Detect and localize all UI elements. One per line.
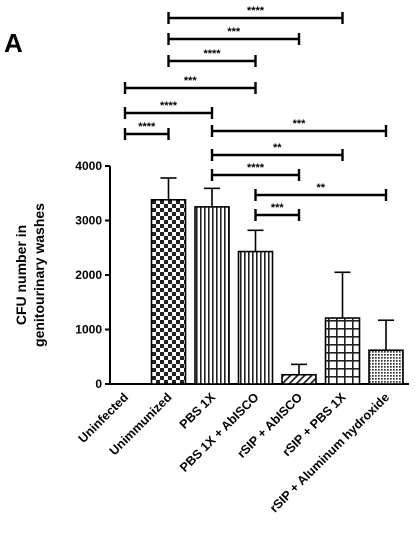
y-tick-label: 0 <box>95 377 102 391</box>
category-label: PBS 1X <box>177 390 219 432</box>
bar <box>368 349 404 385</box>
y-axis-label-line-1: CFU number in <box>13 225 29 325</box>
bar <box>150 198 187 385</box>
bars <box>150 198 404 385</box>
error-bars <box>160 177 394 375</box>
y-tick-label: 3000 <box>75 214 102 228</box>
bar <box>281 373 317 385</box>
significance-label: ** <box>316 182 325 194</box>
significance-label: **** <box>138 121 156 133</box>
y-tick-label: 4000 <box>75 159 102 173</box>
bar <box>237 250 274 385</box>
y-axis-label-line-2: genitourinary washes <box>31 203 47 347</box>
bar <box>324 317 361 385</box>
significance-label: *** <box>293 118 307 130</box>
significance-label: *** <box>227 26 241 38</box>
significance-label: **** <box>203 48 221 60</box>
significance-brackets: ********************** ************** <box>123 5 388 221</box>
significance-label: ** <box>273 142 282 154</box>
y-ticks: 0 1000 2000 3000 4000 <box>75 159 110 391</box>
y-tick-label: 2000 <box>75 268 102 282</box>
significance-label: **** <box>247 5 265 17</box>
panel-label: A <box>4 28 23 58</box>
y-tick-label: 1000 <box>75 323 102 337</box>
category-label: PBS 1X + AbISCO <box>177 390 262 475</box>
significance-label: *** <box>271 202 285 214</box>
bar <box>194 206 230 385</box>
significance-label: **** <box>247 162 265 174</box>
significance-label: *** <box>184 75 198 87</box>
significance-label: **** <box>160 100 178 112</box>
